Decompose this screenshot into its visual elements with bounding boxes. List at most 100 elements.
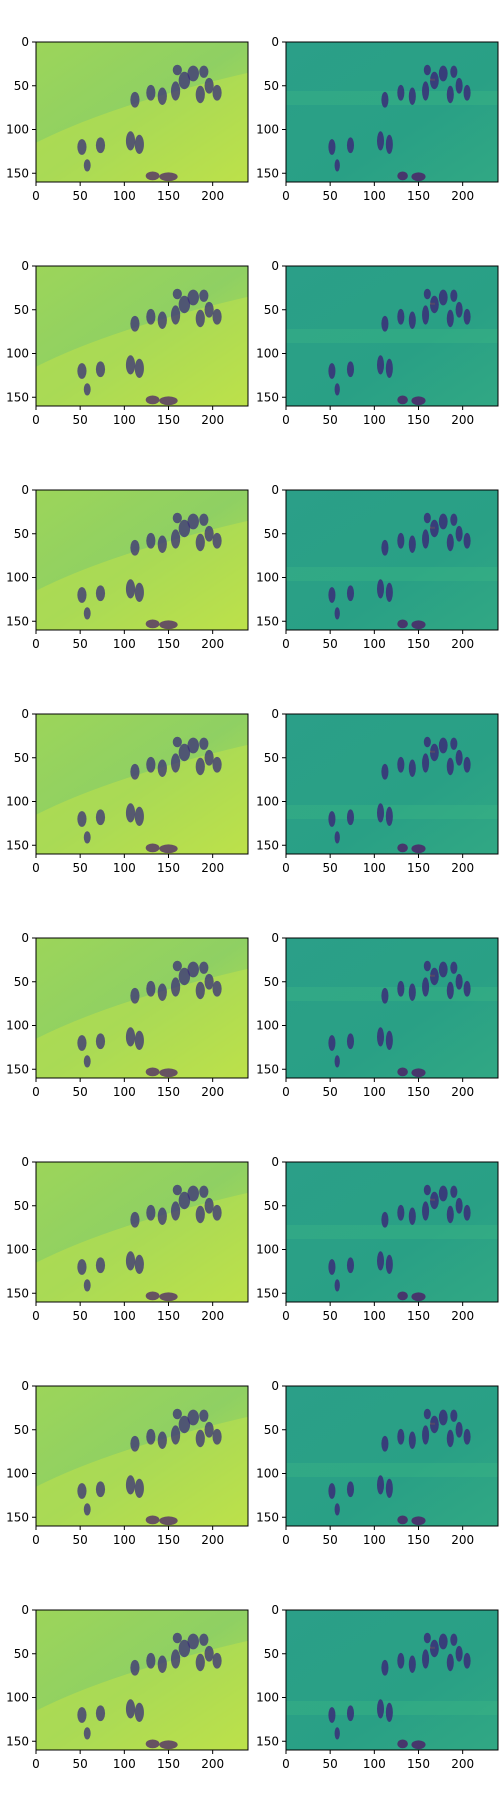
figure-blob xyxy=(187,1409,199,1426)
figure-blob xyxy=(157,1207,167,1225)
figure-blob xyxy=(146,980,156,997)
figure-blob xyxy=(429,519,439,538)
figure-blob xyxy=(328,139,336,155)
figure-blob xyxy=(411,844,426,854)
axes-frame xyxy=(285,937,499,1079)
figure-blob xyxy=(376,579,385,599)
x-tick-label: 100 xyxy=(113,189,136,203)
figure-blob xyxy=(381,91,389,108)
figure-blob xyxy=(408,311,416,329)
figure-blob xyxy=(346,1257,355,1274)
y-tick-label: 50 xyxy=(14,1199,29,1213)
figure-blob xyxy=(429,71,439,90)
figure-blob xyxy=(334,1055,340,1068)
figure-blob xyxy=(438,737,448,754)
figure-blob xyxy=(95,361,106,378)
figure-blob xyxy=(328,1259,336,1275)
figure-blob xyxy=(199,65,209,78)
figure-blob xyxy=(450,1185,458,1198)
figure-blob xyxy=(77,1259,87,1275)
y-tick-label: 50 xyxy=(14,527,29,541)
x-tick-label: 100 xyxy=(113,861,136,875)
figure-blob xyxy=(429,743,439,762)
figure-blob xyxy=(334,159,340,172)
figure-blob xyxy=(130,1659,140,1676)
y-tick-label: 50 xyxy=(264,79,279,93)
y-tick-label: 100 xyxy=(256,123,279,137)
axes-frame xyxy=(35,937,249,1079)
figure-blob xyxy=(170,81,181,101)
figure-blob xyxy=(438,1409,448,1426)
figure-blob xyxy=(134,806,144,826)
figure-blob xyxy=(134,1478,144,1498)
y-tick-label: 50 xyxy=(264,1423,279,1437)
figure-blob xyxy=(411,396,426,406)
x-tick-label: 0 xyxy=(32,1533,40,1547)
x-tick-label: 150 xyxy=(407,1533,430,1547)
axes-frame xyxy=(35,265,249,407)
figure-blob xyxy=(159,1292,178,1302)
highlight-region xyxy=(36,1192,248,1302)
figure-blob xyxy=(376,1251,385,1271)
figure-blob xyxy=(134,134,144,154)
y-tick-label: 100 xyxy=(256,795,279,809)
figure-blob xyxy=(204,749,214,766)
figure-blob xyxy=(145,619,160,629)
figure-blob xyxy=(204,301,214,318)
figure-blob xyxy=(455,1645,463,1662)
y-tick-label: 50 xyxy=(14,1647,29,1661)
figure-blob xyxy=(159,396,178,406)
x-tick-label: 100 xyxy=(363,637,386,651)
figure-blob xyxy=(385,1254,393,1274)
y-tick-label: 0 xyxy=(271,931,279,945)
y-tick-label: 150 xyxy=(6,1734,29,1748)
figure-blob xyxy=(204,525,214,542)
x-tick-label: 50 xyxy=(73,189,88,203)
figure-blob xyxy=(178,967,191,986)
x-tick-label: 50 xyxy=(73,637,88,651)
figure-blob xyxy=(376,131,385,151)
x-tick-label: 0 xyxy=(282,189,290,203)
y-tick-label: 150 xyxy=(256,390,279,404)
figure-blob xyxy=(199,961,209,974)
figure-blob xyxy=(199,513,209,526)
figure-blob xyxy=(385,1702,393,1722)
y-tick-label: 150 xyxy=(256,1286,279,1300)
figure-blob xyxy=(130,315,140,332)
figure-blob xyxy=(455,749,463,766)
figure-blob xyxy=(446,1653,454,1672)
y-tick-label: 150 xyxy=(256,1510,279,1524)
figure-blob xyxy=(408,759,416,777)
y-tick-label: 0 xyxy=(21,1379,29,1393)
figure-blob xyxy=(83,1055,91,1068)
figure-blob xyxy=(397,1739,408,1749)
figure-blob xyxy=(334,1503,340,1516)
y-tick-label: 50 xyxy=(14,1423,29,1437)
figure-blob xyxy=(125,131,136,151)
figure-blob xyxy=(397,532,405,549)
y-tick-label: 0 xyxy=(21,1603,29,1617)
y-tick-label: 50 xyxy=(14,303,29,317)
y-tick-label: 0 xyxy=(21,259,29,273)
y-tick-label: 100 xyxy=(256,1019,279,1033)
figure-blob xyxy=(212,532,222,549)
figure-blob xyxy=(178,295,191,314)
figure-blob xyxy=(455,77,463,94)
axes-frame xyxy=(35,489,249,631)
y-tick-label: 100 xyxy=(6,795,29,809)
figure-blob xyxy=(95,585,106,602)
y-tick-label: 0 xyxy=(21,483,29,497)
x-tick-label: 100 xyxy=(363,1309,386,1323)
figure-blob xyxy=(397,1291,408,1301)
figure-blob xyxy=(145,1515,160,1525)
figure-blob xyxy=(178,1191,191,1210)
figure-blob xyxy=(212,1204,222,1221)
figure-blob xyxy=(411,1740,426,1750)
x-tick-label: 100 xyxy=(113,1309,136,1323)
axes-frame xyxy=(285,41,499,183)
figure-blob xyxy=(422,529,430,549)
